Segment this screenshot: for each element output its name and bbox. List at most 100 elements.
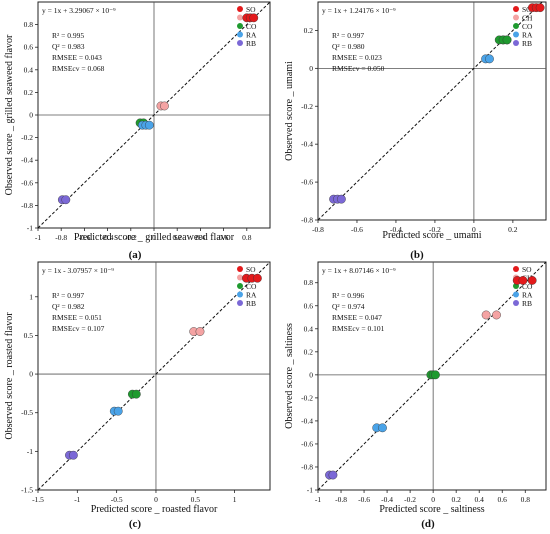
data-point [431,370,440,380]
series-so [242,13,259,23]
legend-marker-so [513,6,519,12]
x-tick-label: -0.8 [55,233,67,242]
stat-line: R² = 0.996 [332,291,364,300]
y-tick-label: 0.2 [304,26,314,35]
x-tick-label: -0.5 [111,495,123,504]
x-tick-label: 0 [431,495,435,504]
legend-label: CO [522,282,533,291]
y-tick-label: -0.5 [21,408,33,417]
legend-marker-rb [513,40,519,46]
y-tick-label: -0.4 [301,140,313,149]
legend-marker-co [237,283,243,289]
series-co [127,389,141,399]
panel-1: -1 -0.8 -0.6 -0.4 -0.2 0 0.2 0.4 0.6 0.8 -1 -0.8 -0.… [4,1,271,261]
data-point [485,54,494,64]
data-point [195,327,205,336]
stat-line: RMSEE = 0.043 [52,53,102,62]
fit-line [37,1,271,229]
x-tick-label: -1.5 [32,495,44,504]
data-point [518,276,528,285]
legend-marker-so [513,266,519,272]
x-tick-label: -0.6 [351,225,363,234]
series-ra [109,406,123,416]
fit-line [37,261,271,491]
y-tick-label: 0 [29,370,33,379]
legend-label: CH [522,14,533,23]
data-point [253,273,262,283]
data-point [160,101,169,111]
legend-marker-ra [513,291,519,298]
stat-line: R² = 0.995 [52,31,84,40]
panel-4: -1 -0.8 -0.6 -0.4 -0.2 0 0.2 0.4 0.6 0.8 -1 -0.8 -0.… [284,261,547,530]
data-point [131,389,141,399]
stat-line: Q² = 0.980 [332,42,365,51]
y-tick-label: -0.8 [301,216,313,225]
y-tick-label: 0.8 [304,278,314,287]
y-tick-label: -0.6 [301,178,313,187]
x-tick-label: 0.2 [173,233,183,242]
series-rb [329,194,346,204]
data-point [68,450,78,460]
plot-frame [37,261,271,491]
x-tick-label: -0.4 [102,233,114,242]
x-tick-label: -0.6 [358,495,370,504]
stat-line: Q² = 0.982 [52,302,85,311]
stat-line: RMSEcv = 0.101 [332,324,385,333]
legend-marker-co [237,23,243,29]
legend-marker-ra [237,291,243,298]
y-tick-label: 0.2 [304,347,314,356]
series-ch [189,327,205,336]
x-tick-label: 0 [154,495,158,504]
legend-marker-ra [237,31,243,38]
regression-equation: y = 1x + 8.07146 × 10⁻⁹ [322,266,396,275]
legend-label: SO [522,5,532,14]
legend-marker-ra [513,31,519,38]
y-tick-label: 0.5 [24,331,34,340]
y-tick-label: -0.6 [301,439,313,448]
regression-equation: y = 1x + 3.29067 × 10⁻⁹ [42,6,116,15]
y-tick-label: -1 [27,447,33,456]
y-tick-label: 1 [29,292,33,301]
stat-line: RMSEE = 0.047 [332,313,382,322]
legend-label: SO [246,5,256,14]
legend-marker-co [513,23,519,29]
series-so [512,276,537,285]
stat-line: RMSEE = 0.051 [52,313,102,322]
legend-label: CO [246,22,257,31]
data-point [527,276,537,285]
x-tick-label: 0.8 [242,233,252,242]
x-tick-label: 0.4 [196,233,206,242]
x-tick-label: -0.8 [312,225,324,234]
legend-label: CO [246,282,257,291]
legend-label: SO [522,265,532,274]
legend-label: RA [522,31,533,40]
series-rb [65,450,78,460]
x-tick-label: 0 [472,225,476,234]
stat-line: RMSEcv = 0.107 [52,324,105,333]
panel-label: (c) [129,518,142,530]
legend-marker-so [237,6,243,12]
y-tick-label: 0 [309,64,313,73]
data-point [492,310,501,320]
y-axis-label: Observed score _ umami [284,61,295,161]
x-tick-label: 0.2 [451,495,461,504]
legend-marker-ch [237,274,243,281]
panel-3: -1.5 -1 -0.5 0 0.5 1 -1.5 -1 -0.5 0 0.5 1 y = 1x - 3… [4,261,271,530]
legend-label: RA [246,31,257,40]
legend-marker-so [237,266,243,272]
x-tick-label: -0.2 [429,225,441,234]
x-tick-label: 0.4 [475,495,485,504]
legend-marker-ch [513,14,519,21]
legend-label: RB [246,39,256,48]
y-axis-label: Observed score _ roasted flavor [4,312,15,440]
x-tick-label: 0.2 [508,225,518,234]
data-point [481,310,491,320]
stat-line: R² = 0.997 [332,31,364,40]
y-tick-label: -1 [27,224,33,233]
y-tick-label: 0 [309,370,313,379]
plot-frame [317,261,547,491]
panel-label: (a) [129,249,142,261]
legend-label: CO [522,22,533,31]
x-tick-label: -0.2 [404,495,416,504]
